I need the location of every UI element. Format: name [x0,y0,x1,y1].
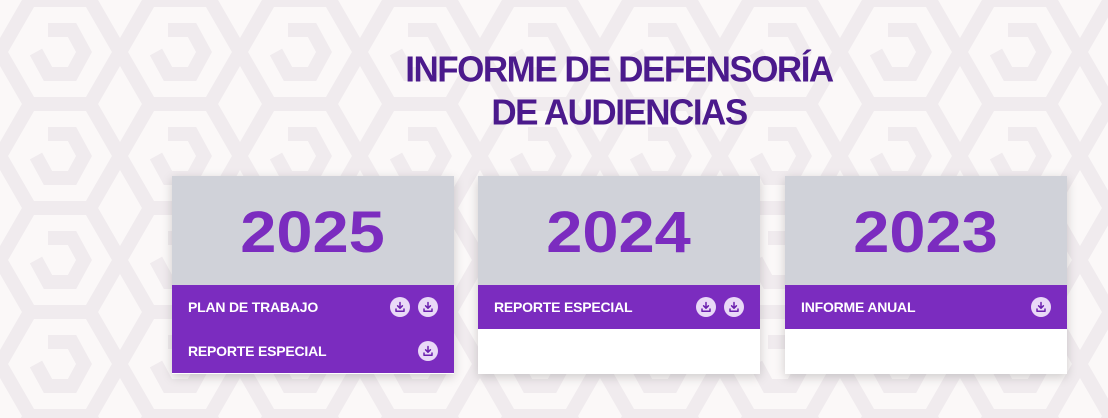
download-group [418,341,438,361]
year-card-header: 2025 [172,176,454,285]
doc-label: REPORTE ESPECIAL [494,299,633,315]
year-card-header: 2023 [785,176,1067,285]
doc-label: INFORME ANUAL [801,299,916,315]
page-title: INFORME DE DEFENSORÍA DE AUDIENCIAS [0,48,1108,134]
doc-row-informe-anual: INFORME ANUAL [785,285,1067,329]
doc-row-plan-de-trabajo: PLAN DE TRABAJO [172,285,454,329]
download-icon [423,345,433,357]
download-button[interactable] [418,297,438,317]
download-icon [395,301,405,313]
doc-row-reporte-especial: REPORTE ESPECIAL [172,329,454,373]
download-button[interactable] [696,297,716,317]
download-button[interactable] [1031,297,1051,317]
download-icon [1036,301,1046,313]
doc-list: PLAN DE TRABAJO REPORTE ESPECIAL [172,285,454,373]
page-title-line-2: DE AUDIENCIAS [491,92,748,133]
doc-label: PLAN DE TRABAJO [188,299,319,315]
year-card-2024: 2024 REPORTE ESPECIAL [478,176,760,374]
download-button[interactable] [418,341,438,361]
download-group [390,297,438,317]
page-title-line-1: INFORME DE DEFENSORÍA [405,49,834,90]
download-icon [701,301,711,313]
doc-row-reporte-especial: REPORTE ESPECIAL [478,285,760,329]
year-label: 2023 [853,199,999,265]
year-label: 2025 [240,199,386,265]
download-button[interactable] [724,297,744,317]
download-icon [729,301,739,313]
download-group [696,297,744,317]
doc-list: REPORTE ESPECIAL [478,285,760,329]
download-group [1031,297,1051,317]
download-icon [423,301,433,313]
doc-list: INFORME ANUAL [785,285,1067,329]
year-label: 2024 [546,199,692,265]
doc-label: REPORTE ESPECIAL [188,343,327,359]
year-card-header: 2024 [478,176,760,285]
year-card-2023: 2023 INFORME ANUAL [785,176,1067,374]
download-button[interactable] [390,297,410,317]
year-card-2025: 2025 PLAN DE TRABAJO REPORTE ESPECIAL [172,176,454,374]
